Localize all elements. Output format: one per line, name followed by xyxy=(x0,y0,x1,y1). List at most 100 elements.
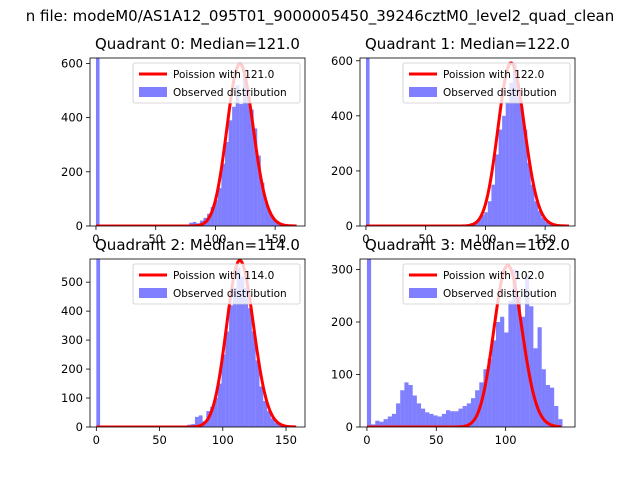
histogram-bar xyxy=(396,403,401,427)
chart-panel-0: 0 50 100 150 0 200 400 600 Quadrant 0: Median=12… xyxy=(61,35,306,246)
legend-box xyxy=(132,263,301,305)
histogram-bar xyxy=(192,221,197,226)
legend-patch-swatch xyxy=(409,288,437,298)
x-tick-label: 0 xyxy=(362,232,369,246)
histogram-bar xyxy=(271,217,276,226)
x-tick-label: 100 xyxy=(212,433,234,447)
histogram-bar xyxy=(558,419,563,427)
histogram-bar xyxy=(260,182,265,226)
histogram-bar xyxy=(235,85,240,226)
plot-area xyxy=(96,259,297,427)
histogram-bar xyxy=(194,416,199,427)
histogram-bar xyxy=(391,413,397,427)
histogram-bar xyxy=(189,222,193,226)
histogram-bar xyxy=(450,411,455,427)
y-tick-label: 200 xyxy=(61,362,83,376)
legend-label-observed: Observed distribution xyxy=(173,87,287,99)
histogram-bar xyxy=(495,322,501,427)
legend-patch-swatch xyxy=(139,87,167,97)
legend-patch-swatch xyxy=(139,288,167,298)
histogram-bar xyxy=(433,415,438,427)
legend-box xyxy=(132,62,301,104)
histogram-bar xyxy=(236,267,241,427)
histogram-bar xyxy=(244,287,249,427)
histogram-bar xyxy=(210,207,215,226)
axes-frame xyxy=(89,258,306,428)
histogram-bar xyxy=(446,410,451,427)
histogram-bar xyxy=(95,58,100,226)
histogram-bar xyxy=(400,390,405,427)
histogram-bar xyxy=(246,90,251,226)
chart-panel-3: 0 50 100 0 100 200 300 Quadrant 3: Median=102.0… xyxy=(331,236,576,447)
y-tick-label: 0 xyxy=(346,219,353,233)
histogram-bar xyxy=(225,331,230,427)
plot-area xyxy=(366,259,563,427)
histogram-bar xyxy=(516,295,521,427)
histogram-bar xyxy=(242,74,247,226)
axes-frame xyxy=(89,57,306,227)
panel-title: Quadrant 2: Median=114.0 xyxy=(95,236,300,254)
legend-label-fit: Poission with 114.0 xyxy=(173,270,274,282)
y-tick-label: 0 xyxy=(76,219,83,233)
y-tick-label: 0 xyxy=(346,420,353,434)
histogram-bar xyxy=(487,358,492,427)
histogram-bar xyxy=(505,102,510,226)
histogram-bar xyxy=(240,276,245,427)
y-tick-label: 0 xyxy=(76,420,83,434)
histogram-bar xyxy=(491,184,495,226)
histogram-bar xyxy=(470,398,476,427)
histogram-bar xyxy=(408,385,413,427)
histogram-bar xyxy=(224,142,229,226)
histogram-bar xyxy=(259,386,264,427)
histogram-bar xyxy=(516,82,521,226)
histogram-bar xyxy=(537,327,542,427)
histogram-bar xyxy=(387,416,392,427)
histogram-bar xyxy=(251,331,256,427)
histogram-bar xyxy=(221,163,225,226)
histogram-bar xyxy=(221,354,226,427)
histogram-bar xyxy=(255,360,260,427)
histogram-bar xyxy=(217,383,222,427)
legend: Poission with 102.0 Observed distribution xyxy=(402,263,571,305)
legend-box xyxy=(402,263,571,305)
x-tick-label: 100 xyxy=(495,433,517,447)
histogram-bar xyxy=(379,421,384,427)
histogram-bar xyxy=(425,412,430,427)
histogram-bar xyxy=(527,162,531,226)
x-tick-label: 100 xyxy=(474,232,496,246)
legend-label-fit: Poission with 122.0 xyxy=(443,69,544,81)
histogram-bar xyxy=(228,120,233,226)
histogram-bar xyxy=(487,201,492,226)
histogram-bar xyxy=(412,395,417,427)
histogram-bar xyxy=(264,201,268,226)
histogram-bar xyxy=(217,188,222,226)
y-tick-label: 100 xyxy=(61,391,83,405)
histogram-bar xyxy=(541,369,546,427)
histogram-bar xyxy=(550,387,555,427)
x-tick-label: 0 xyxy=(93,433,100,447)
legend-label-observed: Observed distribution xyxy=(443,87,557,99)
histogram-bar xyxy=(239,104,243,226)
histogram-bar xyxy=(263,400,268,427)
histogram-bar xyxy=(267,411,271,427)
y-tick-label: 600 xyxy=(61,56,83,70)
histogram-bar xyxy=(416,403,422,427)
chart-panel-2: 0 50 100 150 0 100 200 300 400 500 Quadrant 2: Med… xyxy=(61,236,306,447)
histogram-bar xyxy=(248,308,252,427)
histogram-bar xyxy=(274,422,279,427)
chart-panel-1: 0 50 100 150 0 200 400 600 Quadrant 1: Median=12… xyxy=(331,35,576,246)
x-tick-label: 0 xyxy=(92,232,99,246)
y-tick-label: 300 xyxy=(331,263,353,277)
histogram-bar xyxy=(508,301,513,427)
histogram-bar xyxy=(366,259,372,427)
histogram-bar xyxy=(214,200,218,226)
histogram-bar xyxy=(250,109,254,226)
legend-patch-swatch xyxy=(409,87,437,97)
histogram-bar xyxy=(404,382,409,427)
histogram-bar xyxy=(525,274,530,427)
histogram-bar xyxy=(421,408,426,427)
axes-frame xyxy=(359,258,576,428)
legend: Poission with 122.0 Observed distribution xyxy=(402,62,571,104)
histogram-bar xyxy=(541,217,546,226)
